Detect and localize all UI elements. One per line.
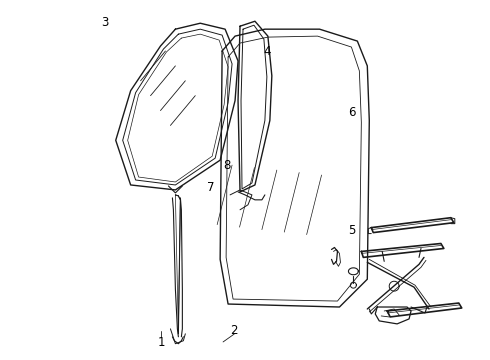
Text: 6: 6 <box>348 105 356 119</box>
Text: 1: 1 <box>157 336 165 349</box>
Text: 8: 8 <box>223 159 230 172</box>
Text: 4: 4 <box>263 45 270 58</box>
Text: 7: 7 <box>207 181 215 194</box>
Text: 3: 3 <box>101 15 108 28</box>
Text: 2: 2 <box>230 324 238 337</box>
Text: 5: 5 <box>348 224 356 237</box>
